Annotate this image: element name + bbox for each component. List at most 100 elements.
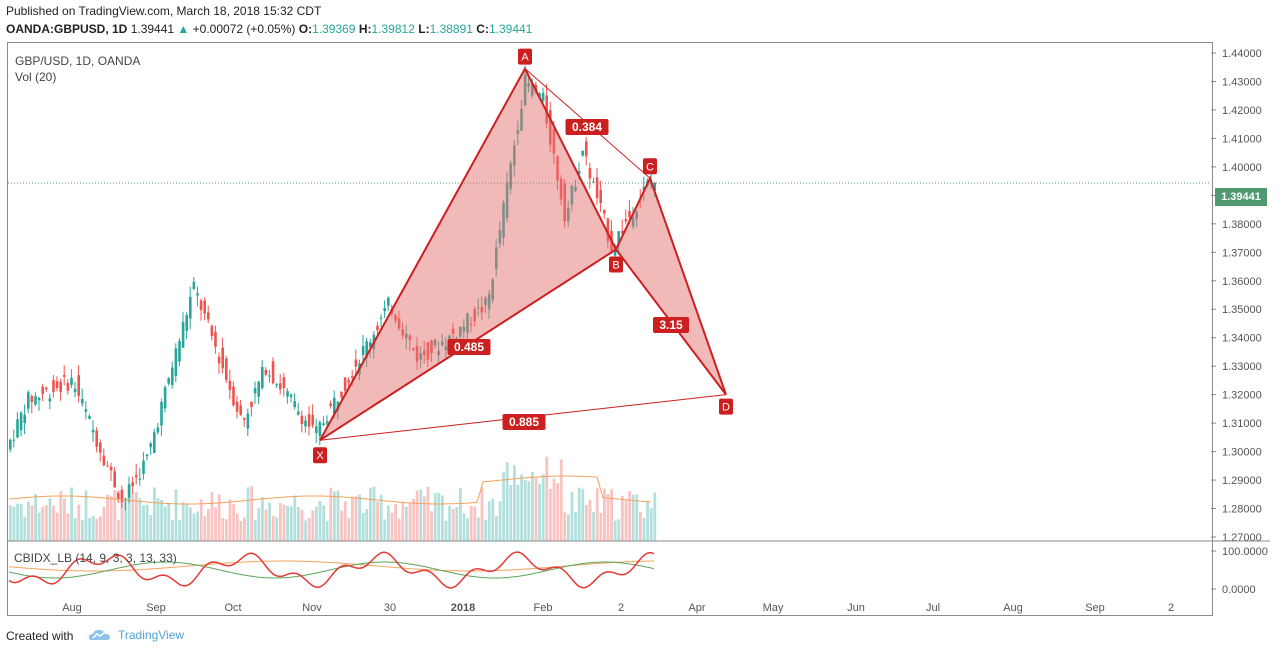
volume-bar	[574, 511, 577, 541]
volume-bar	[369, 487, 372, 541]
volume-bar	[325, 520, 329, 541]
candle-body	[189, 296, 192, 319]
candle-body	[55, 381, 59, 389]
volume-bar	[250, 486, 253, 541]
volume-bar	[541, 474, 545, 541]
candle-body	[88, 415, 91, 419]
low-value: 1.38891	[429, 22, 473, 36]
candle-body	[318, 422, 322, 437]
volume-bar	[304, 520, 307, 541]
volume-bar	[81, 520, 84, 541]
volume-bar	[473, 506, 477, 541]
volume-bar	[99, 516, 102, 541]
volume-bar	[613, 520, 617, 541]
candle-body	[325, 421, 329, 424]
volume-bar	[156, 497, 160, 541]
volume-bar	[153, 487, 156, 541]
open-value: 1.39369	[312, 22, 356, 36]
y-tick-label: 1.40000	[1222, 162, 1262, 174]
volume-bar	[311, 510, 315, 541]
volume-bar	[520, 474, 523, 541]
y-tick-label: 1.41000	[1222, 133, 1262, 145]
volume-bar	[523, 479, 527, 541]
candle-body	[117, 492, 120, 500]
volume-bar	[253, 520, 257, 541]
volume-bar	[174, 489, 178, 541]
candle-body	[48, 398, 52, 402]
volume-bar	[347, 517, 351, 541]
volume-bar	[419, 489, 423, 541]
y-tick-label: 1.30000	[1222, 447, 1262, 459]
candle-body	[196, 293, 199, 296]
volume-bar	[466, 518, 469, 541]
tradingview-brand[interactable]: TradingView	[88, 628, 184, 642]
candle-body	[606, 218, 610, 242]
volume-bar	[286, 505, 289, 541]
y-tick-label: 1.32000	[1222, 390, 1262, 402]
candle-body	[149, 443, 152, 448]
volume-bar	[383, 519, 387, 541]
candle-body	[160, 401, 163, 426]
ohlc-line: OANDA:GBPUSD, 1D 1.39441 ▲ +0.00072 (+0.…	[6, 22, 532, 36]
point-label-d: D	[722, 402, 730, 414]
x-tick-label: Nov	[302, 602, 322, 614]
volume-bar	[433, 493, 437, 541]
volume-bar	[55, 512, 59, 541]
ratio-label-box	[447, 339, 491, 355]
candle-body	[642, 187, 646, 191]
y-tick-label: 1.29000	[1222, 475, 1262, 487]
ratio-label-box	[653, 317, 689, 333]
volume-bar	[181, 502, 185, 541]
volume-bar	[243, 517, 246, 541]
volume-bar	[264, 509, 268, 541]
volume-bar	[505, 462, 509, 541]
candle-body	[297, 411, 300, 415]
candle-body	[379, 317, 383, 319]
x-tick-label: Apr	[688, 602, 705, 614]
candle-body	[239, 405, 242, 415]
volume-bar	[95, 518, 99, 541]
x-tick-label: 2018	[451, 602, 475, 614]
y-tick-label: 1.42000	[1222, 105, 1262, 117]
candle-body	[307, 414, 311, 427]
candle-body	[257, 381, 260, 397]
volume-bar	[52, 505, 55, 541]
volume-bar	[30, 505, 34, 541]
volume-bar	[397, 518, 401, 541]
volume-bar	[315, 506, 318, 541]
price-change: +0.00072 (+0.05%)	[192, 22, 296, 36]
volume-bar	[45, 505, 48, 541]
volume-bar	[498, 501, 502, 541]
candle-body	[534, 84, 538, 92]
candle-body	[376, 325, 379, 331]
low-label: L:	[418, 22, 430, 36]
volume-bar	[358, 494, 361, 541]
candle-body	[203, 300, 206, 314]
candle-body	[214, 331, 217, 347]
volume-bar	[423, 496, 426, 541]
volume-bar	[455, 507, 459, 541]
candle-body	[275, 384, 278, 386]
volume-bar	[217, 494, 221, 541]
point-label-a: A	[521, 52, 529, 64]
candle-body	[131, 482, 134, 487]
high-value: 1.39812	[371, 22, 415, 36]
volume-bar	[430, 511, 433, 541]
candle-body	[135, 475, 138, 478]
candle-body	[315, 426, 318, 433]
candle-body	[304, 420, 307, 427]
candle-body	[232, 386, 235, 406]
volume-bar	[527, 481, 531, 541]
candle-body	[210, 325, 214, 337]
volume-bar	[171, 520, 174, 541]
volume-bar	[124, 497, 127, 541]
volume-bar	[459, 487, 462, 541]
candle-body	[84, 409, 88, 412]
volume-bar	[23, 516, 27, 541]
candle-body	[207, 312, 210, 320]
volume-bar	[142, 505, 145, 541]
chart-area[interactable]	[7, 42, 1213, 616]
y-tick-label: 1.28000	[1222, 504, 1262, 516]
close-value: 1.39441	[488, 22, 533, 36]
